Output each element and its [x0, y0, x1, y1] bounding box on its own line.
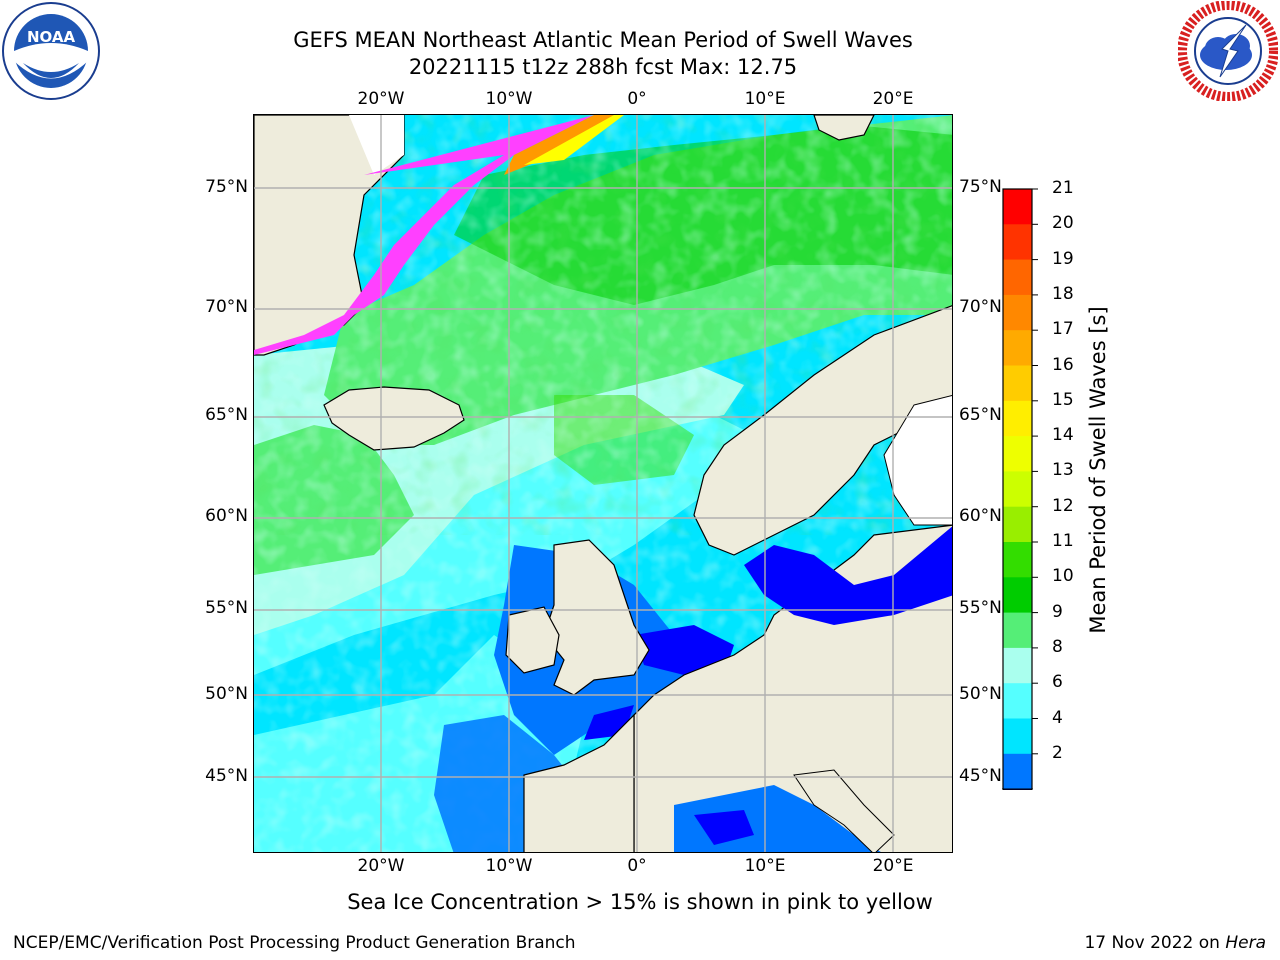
footer-host: Hera	[1225, 933, 1266, 953]
lon-tick-top-10w: 10°W	[485, 89, 533, 109]
lat-tick-left-45n: 45°N	[205, 766, 248, 786]
colorbar-tick-label: 20	[1052, 213, 1074, 234]
colorbar-bin-9	[1003, 506, 1032, 543]
land-sweden-north	[883, 394, 952, 526]
ocean-period-below-2-northsea	[634, 625, 734, 675]
land-svalbard	[813, 115, 875, 141]
colorbar-tick-label: 8	[1052, 636, 1063, 657]
graticule	[254, 115, 952, 852]
lat-tick-left-55n: 55°N	[205, 598, 248, 618]
colorbar-tick-label: 17	[1052, 319, 1074, 340]
sea-ligurian	[694, 810, 754, 845]
sea-ice-yellow	[524, 115, 624, 165]
colorbar-bin-0	[1003, 189, 1032, 225]
lat-tick-left-75n: 75°N	[205, 177, 248, 197]
colorbar-bin-3	[1003, 294, 1032, 331]
colorbar-bin-13	[1003, 647, 1032, 684]
colorbar-title: Mean Period of Swell Waves [s]	[1086, 306, 1110, 634]
noaa-logo-text: NOAA	[27, 28, 76, 46]
colorbar-tick-label: 21	[1052, 178, 1074, 198]
land-iberia-france	[523, 713, 635, 852]
ice-free-gap-north	[349, 115, 404, 175]
colorbar-tick-label: 13	[1052, 460, 1074, 481]
lat-tick-left-50n: 50°N	[205, 684, 248, 704]
colorbar-tick-label: 4	[1052, 707, 1063, 728]
colorbar-tick-label: 16	[1052, 354, 1074, 375]
colorbar-tick-label: 6	[1052, 672, 1063, 693]
lon-tick-bottom-20w: 20°W	[357, 856, 405, 876]
sea-baltic	[744, 526, 952, 625]
land-italy	[793, 769, 895, 852]
lat-tick-right-65n: 65°N	[959, 405, 1002, 425]
land-iceland	[323, 386, 465, 451]
lon-tick-top-20w: 20°W	[357, 89, 405, 109]
noaa-logo: NOAA	[2, 2, 100, 100]
lat-tick-right-45n: 45°N	[959, 766, 1002, 786]
colorbar-frame	[1002, 188, 1033, 790]
map-canvas	[254, 115, 952, 852]
colorbar-bin-6	[1003, 400, 1032, 437]
colorbar-bin-5	[1003, 365, 1032, 402]
lon-tick-bottom-10w: 10°W	[485, 856, 533, 876]
footer-right: 17 Nov 2022 on Hera	[1084, 933, 1266, 953]
colorbar-bin-7	[1003, 436, 1032, 472]
lat-tick-left-70n: 70°N	[205, 297, 248, 317]
lat-tick-left-60n: 60°N	[205, 506, 248, 526]
colorbar-bin-2	[1003, 259, 1032, 296]
colorbar-bin-16	[1003, 753, 1032, 790]
lon-tick-top-0: 0°	[627, 89, 647, 109]
colorbar-bin-15	[1003, 718, 1032, 755]
colorbar-bin-14	[1003, 683, 1032, 719]
colorbar-tick-label: 2	[1052, 742, 1063, 763]
colorbar-bin-10	[1003, 542, 1032, 578]
colorbar	[1001, 188, 1038, 790]
sea-ice-orange	[504, 115, 614, 175]
colorbar-tick-label: 11	[1052, 531, 1074, 551]
colorbar-bin-8	[1003, 471, 1032, 508]
map-panel	[253, 114, 953, 853]
lon-tick-bottom-0: 0°	[627, 856, 647, 876]
colorbar-tick-label: 9	[1052, 601, 1063, 622]
colorbar-bin-11	[1003, 577, 1032, 614]
lat-tick-left-65n: 65°N	[205, 405, 248, 425]
sea-ice-edge	[254, 115, 594, 355]
chart-title: GEFS MEAN Northeast Atlantic Mean Period…	[293, 28, 913, 52]
nws-logo	[1178, 1, 1278, 101]
land-ireland	[505, 606, 560, 674]
lon-tick-bottom-20e: 20°E	[872, 856, 914, 876]
lon-tick-top-10e: 10°E	[744, 89, 786, 109]
lat-tick-right-50n: 50°N	[959, 684, 1002, 704]
lat-tick-right-70n: 70°N	[959, 297, 1002, 317]
lon-tick-bottom-10e: 10°E	[744, 856, 786, 876]
chart-subtitle: 20221115 t12z 288h fcst Max: 12.75	[408, 55, 798, 79]
colorbar-tick-label: 14	[1052, 425, 1074, 446]
colorbar-tick-label: 19	[1052, 248, 1074, 269]
footer-left: NCEP/EMC/Verification Post Processing Pr…	[13, 933, 576, 953]
sea-ice-caption: Sea Ice Concentration > 15% is shown in …	[347, 890, 933, 914]
colorbar-tick-label: 18	[1052, 283, 1074, 304]
lon-tick-top-20e: 20°E	[872, 89, 914, 109]
colorbar-tick-label: 10	[1052, 566, 1074, 587]
footer-date: 17 Nov 2022 on	[1084, 933, 1220, 953]
colorbar-bin-12	[1003, 612, 1032, 649]
colorbar-tick-label: 15	[1052, 389, 1074, 410]
lat-tick-right-55n: 55°N	[959, 598, 1002, 618]
colorbar-bin-4	[1003, 330, 1032, 366]
colorbar-tick-label: 12	[1052, 495, 1074, 516]
lat-tick-right-75n: 75°N	[959, 177, 1002, 197]
colorbar-bin-1	[1003, 224, 1032, 261]
lat-tick-right-60n: 60°N	[959, 506, 1002, 526]
